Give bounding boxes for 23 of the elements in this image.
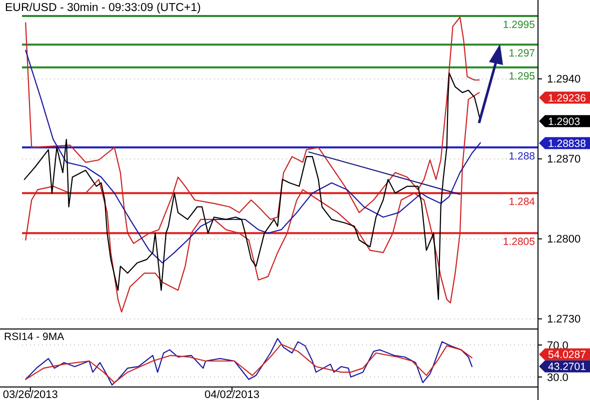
text: 43.2701 — [548, 361, 586, 374]
ref-line-label: 1.288 — [508, 150, 536, 162]
line-series — [25, 50, 481, 264]
line-series — [25, 344, 473, 384]
x-tick-label: 04/02/2013 — [204, 389, 260, 400]
chart-title: RSI14 - 9MA — [4, 331, 64, 343]
ref-line-label: 1.297 — [508, 48, 536, 60]
text: 54.0287 — [548, 349, 586, 362]
chart-title: EUR/USD - 30min - 09:33:09 (UTC+1) — [5, 2, 202, 14]
x-tick-label: 03/26/2013 — [2, 389, 58, 400]
y-tick-label: 30.0 — [547, 372, 568, 384]
ref-line-label: 1.295 — [508, 70, 536, 82]
ref-line-label: 1.2995 — [502, 19, 536, 31]
ref-line-label: 1.284 — [508, 196, 536, 208]
ref-line-label: 1.2805 — [502, 236, 536, 248]
text: 1.28838 — [548, 138, 586, 150]
text: 1.2903 — [548, 116, 580, 128]
text: 1.29236 — [548, 92, 586, 104]
y-tick-label: 1.2730 — [547, 314, 581, 326]
y-tick-label: 1.2940 — [547, 74, 581, 86]
y-tick-label: 1.2870 — [547, 154, 581, 166]
y-tick-label: 1.2800 — [547, 234, 581, 246]
line-series — [25, 16, 480, 244]
